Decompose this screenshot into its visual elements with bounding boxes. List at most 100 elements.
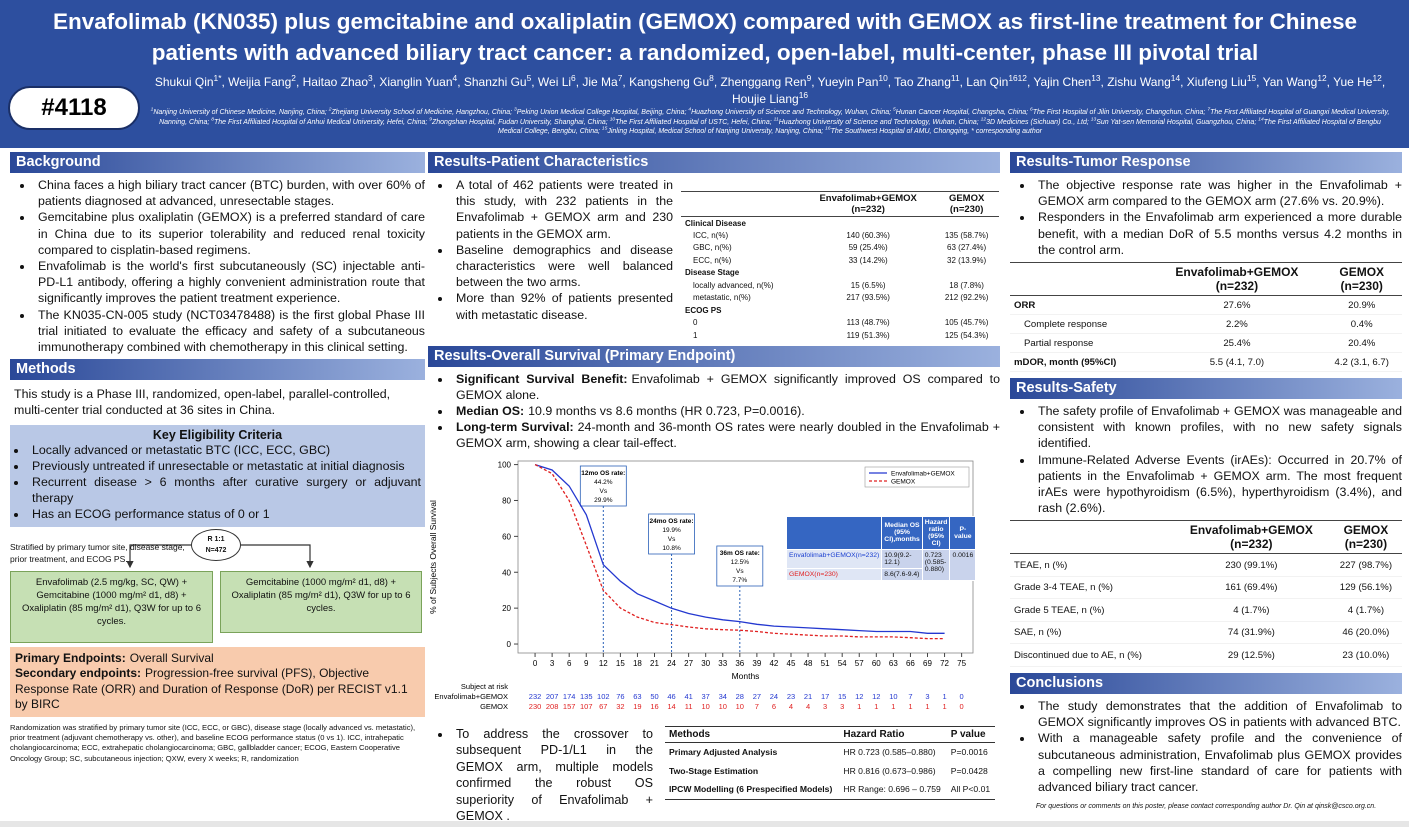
author-sup: 2: [291, 73, 296, 83]
table-cell: 4.2 (3.1, 6.7): [1321, 352, 1402, 373]
affiliation-sup: 5: [893, 107, 896, 113]
header-cell: Envafolimab+GEMOX (n=232): [1152, 262, 1322, 297]
author-name: Shukui Qin: [154, 75, 214, 89]
annotation-text: 12mo OS rate:: [581, 470, 625, 477]
table-cell: 0.0016: [949, 548, 977, 581]
study-design: Stratified by primary tumor site, diseas…: [10, 527, 425, 643]
risk-count: 28: [736, 692, 744, 701]
arrow: [126, 544, 191, 568]
affiliation: Hunan Cancer Hospital, Changsha, China;: [895, 109, 1031, 116]
header-cell: Methods: [665, 726, 840, 743]
risk-count: 1: [942, 692, 946, 701]
x-tick-label: 33: [718, 659, 727, 668]
x-tick-label: 60: [872, 659, 881, 668]
patient-bullets: A total of 462 patients were treated in …: [428, 173, 673, 342]
table-row: Envafolimab+GEMOX(n=232) 10.9(9.2-12.1) 0.…: [785, 548, 977, 581]
annotation-text: 19.9%: [662, 527, 681, 534]
risk-count: 12: [872, 692, 880, 701]
header-cell: Hazard ratio (95% CI): [921, 515, 951, 550]
x-tick-label: 48: [804, 659, 813, 668]
author-name: , Zishu Wang: [1100, 75, 1171, 89]
section-heading: Results-Patient Characteristics: [428, 152, 1000, 173]
table-cell: 4 (1.7%): [1329, 598, 1402, 622]
affiliation-sup: 12: [980, 117, 987, 123]
table-cell: Grade 3-4 TEAE, n (%): [1010, 576, 1173, 600]
header-line: (n=230): [949, 204, 984, 215]
x-tick-label: 51: [821, 659, 830, 668]
bullet: With a manageable safety profile and the…: [1034, 730, 1402, 795]
risk-count: 11: [685, 702, 693, 711]
tumor-table-wrap: Envafolimab+GEMOX (n=232) GEMOX (n=230) ORR 2…: [1010, 262, 1402, 373]
bullet: Locally advanced or metastatic BTC (ICC,…: [28, 442, 421, 458]
annotation-box: [716, 545, 764, 586]
table-cell: 5.5 (4.1, 7.0): [1152, 352, 1322, 373]
table-cell: Grade 5 TEAE, n (%): [1010, 598, 1173, 622]
eligibility-title: Key Eligibility Criteria: [152, 427, 283, 442]
affiliation-sup: 16: [825, 126, 831, 132]
table-cell: mDOR, month (95%CI): [1010, 352, 1153, 373]
x-tick-label: 3: [550, 659, 555, 668]
x-tick-label: 24: [667, 659, 676, 668]
arm-a: Envafolimab (2.5 mg/kg, SC, QW) + Gemcit…: [10, 570, 213, 643]
bullet: The KN035-CN-005 study (NCT03478488) is …: [34, 307, 425, 356]
table-row: Complete response 2.2% 0.4%: [1010, 314, 1402, 335]
risk-count: 174: [563, 692, 576, 701]
left-column: Background China faces a high biliary tr…: [10, 152, 425, 764]
table-cell: P=0.0428: [950, 765, 988, 776]
annotation-box: [579, 465, 627, 506]
poster-title: Envafolimab (KN035) plus gemcitabine and…: [53, 9, 1357, 65]
header-cell: GEMOX (n=230): [934, 191, 999, 217]
risk-count: 67: [599, 702, 607, 711]
bullet-text: 10.9 months vs 8.6 months (HR 0.723, P=0…: [528, 403, 805, 418]
header: Envafolimab (KN035) plus gemcitabine and…: [0, 0, 1409, 148]
table-cell: 125 (54.3%): [944, 330, 989, 340]
sensitivity-wrap: Methods Hazard Ratio P value Primary Adjust…: [665, 725, 995, 826]
affiliation: Peking Union Medical College Hospital, B…: [516, 109, 689, 116]
table-row: Primary Adjusted Analysis HR 0.723 (0.585…: [665, 742, 995, 761]
os-bullets: Significant Survival Benefit:Envafolimab…: [428, 371, 1000, 452]
x-tick-label: 27: [684, 659, 693, 668]
table-row: 0 113 (48.7%) 105 (45.7%): [681, 317, 999, 330]
table-cell: 25.4%: [1152, 333, 1322, 354]
bullet-list: The safety profile of Envafolimab + GEMO…: [1010, 403, 1402, 516]
risk-count: 1: [925, 702, 929, 711]
patient-table-wrap: Envafolimab+GEMOX (n=232) GEMOX (n=230) Clin…: [681, 173, 999, 342]
conclusion-bullets: The study demonstrates that the addition…: [1010, 698, 1402, 795]
author-name: , Wei Li: [531, 75, 572, 89]
risk-label: GEMOX: [480, 702, 508, 711]
table-cell: 46 (20.0%): [1329, 621, 1402, 645]
affiliation-sup: 13: [1090, 117, 1097, 123]
table-row: Grade 3-4 TEAE, n (%) 161 (69.4%) 129 (56.…: [1010, 576, 1402, 600]
table-cell: Discontinued due to AE, n (%): [1010, 643, 1173, 667]
bullet: More than 92% of patients presented with…: [452, 290, 673, 322]
section-heading: Background: [10, 152, 425, 173]
bullet-text: 24-month and 36-month OS rates were near…: [456, 420, 1000, 451]
author-sup: 8: [709, 73, 714, 83]
methods-intro: This study is a Phase III, randomized, o…: [14, 387, 391, 418]
x-tick-label: 72: [940, 659, 949, 668]
risk-count: 50: [650, 692, 658, 701]
author-name: , Haitao Zhao: [295, 75, 368, 89]
bullet: Immune-Related Adverse Events (irAEs): O…: [1034, 452, 1402, 517]
risk-count: 17: [821, 692, 829, 701]
author-name: , Xiufeng Liu: [1180, 75, 1247, 89]
author-sup: 11: [950, 73, 960, 83]
annotation-text: 12.5%: [731, 559, 750, 566]
author-name: , Yajin Chen: [1026, 75, 1092, 89]
bullet: To address the crossover to subsequent P…: [452, 726, 653, 826]
table-row: Discontinued due to AE, n (%) 29 (12.5%) 2…: [1010, 643, 1402, 667]
affiliation-sup: 7: [1207, 107, 1211, 113]
section-heading: Results-Tumor Response: [1010, 152, 1402, 173]
risk-count: 3: [840, 702, 844, 711]
header-line: (n=232): [1230, 537, 1273, 552]
header-cell: Median OS (95% CI),months: [881, 515, 923, 550]
table-row: 1 119 (51.3%) 125 (54.3%): [681, 329, 999, 342]
x-axis-label: Months: [732, 671, 760, 681]
table-cell: Primary Adjusted Analysis: [669, 746, 778, 757]
risk-count: 32: [616, 702, 624, 711]
safety-table-wrap: Envafolimab+GEMOX (n=232) GEMOX (n=230) TEAE…: [1010, 520, 1402, 667]
risk-count: 41: [684, 692, 692, 701]
bullet: The objective response rate was higher i…: [1034, 177, 1402, 209]
y-tick-label: 40: [502, 568, 511, 577]
table-row: Clinical Disease: [681, 217, 999, 230]
